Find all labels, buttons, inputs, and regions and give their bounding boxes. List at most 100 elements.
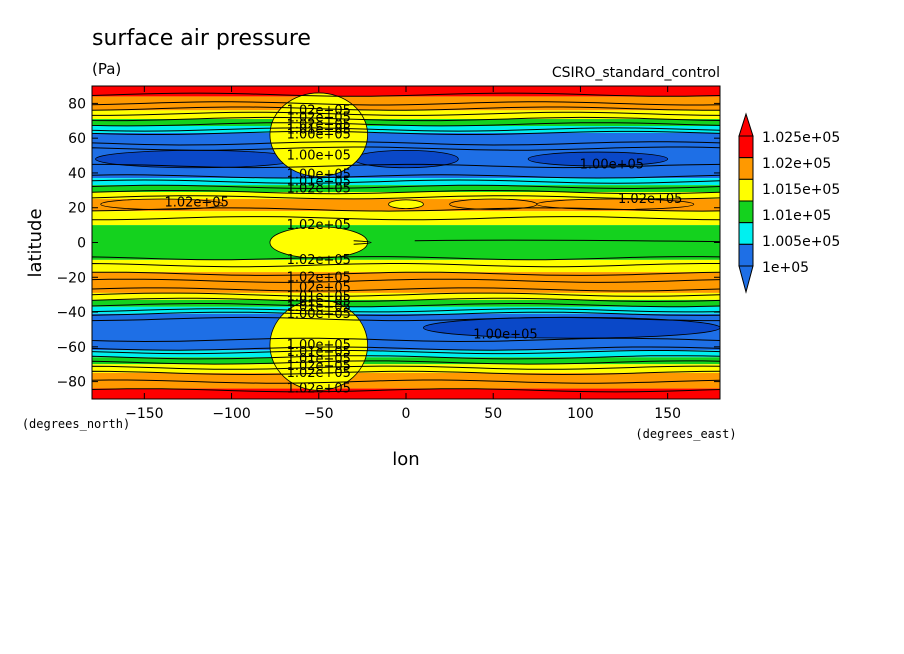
contour-line-26 xyxy=(92,308,720,313)
contour-region-11 xyxy=(388,199,424,209)
contour-label-8: 1.01e+05 xyxy=(287,175,351,190)
y-tick-label-4: 0 xyxy=(77,236,86,252)
y-tick-label-2: −40 xyxy=(56,305,86,321)
contour-band-4 xyxy=(92,125,720,133)
contour-line-0 xyxy=(92,92,720,97)
contour-line-10 xyxy=(92,163,720,169)
contour-label-24: 1.02e+05 xyxy=(287,359,351,374)
y-tick-label-8: 80 xyxy=(68,96,86,112)
colorbar-label-2: 1.015e+05 xyxy=(762,182,840,198)
colorbar-swatch-4 xyxy=(738,222,754,245)
contour-line-15 xyxy=(92,195,720,200)
colorbar-swatch-1 xyxy=(738,157,754,180)
colorbar-label-3: 1.01e+05 xyxy=(762,208,831,224)
contour-line-34 xyxy=(92,365,720,370)
contour-label-17: 1.01e+05 xyxy=(287,295,351,310)
colorbar-swatch-5 xyxy=(738,243,754,267)
y-tick-label-6: 40 xyxy=(68,166,86,182)
contour-line-20 xyxy=(92,271,720,276)
units-label: (Pa) xyxy=(92,60,121,78)
contour-label-4: 1.00e+05 xyxy=(287,128,351,143)
contour-band-14 xyxy=(92,292,720,300)
y-tick-label-0: −80 xyxy=(56,375,86,391)
y-axis-units: (degrees_north) xyxy=(22,417,130,431)
colorbar-under-arrow xyxy=(738,265,754,294)
contour-line-11 xyxy=(92,174,720,179)
colorbar-swatch-0 xyxy=(738,135,754,159)
contour-label-26: 1.02e+05 xyxy=(287,382,351,397)
contour-line-22 xyxy=(92,287,720,292)
contour-label-10: 1.02e+05 xyxy=(164,196,228,211)
contour-line-33 xyxy=(92,360,720,365)
contour-line-1 xyxy=(92,101,720,106)
contour-line-layer xyxy=(92,92,720,393)
contour-line-8 xyxy=(92,141,720,146)
contour-line-2 xyxy=(92,106,720,111)
colorbar: 1.025e+05 1.02e+05 1.015e+05 1.01e+05 1.005e… xyxy=(738,112,840,294)
y-tick-label-7: 60 xyxy=(68,131,86,147)
x-tick-label-1: −100 xyxy=(212,406,250,422)
colorbar-label-5: 1e+05 xyxy=(762,260,809,276)
plot-area: 1.02e+051.02e+051.02e+051.01e+051.00e+05… xyxy=(91,85,721,400)
contour-line-28 xyxy=(92,316,720,322)
contour-region-2 xyxy=(527,151,669,167)
contour-line-12 xyxy=(92,179,720,184)
contour-band-10 xyxy=(92,211,720,226)
y-tick-label-5: 20 xyxy=(68,201,86,217)
contour-label-20: 1.00e+05 xyxy=(473,328,537,343)
y-tick-label-1: −60 xyxy=(56,340,86,356)
contour-line-21 xyxy=(92,278,720,283)
contour-line-35 xyxy=(92,370,720,376)
contour-label-15: 1.02e+05 xyxy=(287,281,351,296)
contour-band-12 xyxy=(92,259,720,273)
contour-band-18 xyxy=(92,350,720,358)
source-label: CSIRO_standard_control xyxy=(552,65,720,81)
contour-line-37 xyxy=(92,388,720,393)
contour-label-1: 1.02e+05 xyxy=(287,110,351,125)
colorbar-swatch-2 xyxy=(738,178,754,202)
contour-label-14: 1.02e+05 xyxy=(287,270,351,285)
contour-label-layer: 1.02e+051.02e+051.02e+051.01e+051.00e+05… xyxy=(164,103,682,396)
x-axis-units: (degrees_east) xyxy=(635,427,736,441)
chart-title: surface air pressure xyxy=(92,26,311,51)
contour-line-14 xyxy=(92,190,720,195)
contour-band-16 xyxy=(92,306,720,314)
contour-label-23: 1.01e+05 xyxy=(287,352,351,367)
contour-line-27 xyxy=(92,311,720,316)
colorbar-label-1: 1.02e+05 xyxy=(762,156,831,172)
x-tick-label-2: −50 xyxy=(304,406,334,422)
contour-line-32 xyxy=(92,355,720,360)
contour-line-equator xyxy=(353,239,720,245)
contour-label-0: 1.02e+05 xyxy=(287,103,351,118)
contour-label-11: 1.02e+05 xyxy=(618,192,682,207)
contour-band-3 xyxy=(92,119,720,126)
contour-label-21: 1.00e+05 xyxy=(287,338,351,353)
contour-line-25 xyxy=(92,303,720,308)
contour-band-13 xyxy=(92,272,720,293)
y-axis-ticks: −80 −60 −40 −20 0 20 40 60 80 xyxy=(56,96,720,391)
contour-band-20 xyxy=(92,364,720,373)
x-axis-ticks: −150 −100 −50 0 50 100 150 xyxy=(125,86,681,422)
contour-line-6 xyxy=(92,127,720,132)
contour-line-19 xyxy=(92,262,720,268)
contour-line-18 xyxy=(92,256,720,261)
x-axis-label: lon xyxy=(392,449,419,470)
contour-label-25: 1.02e+05 xyxy=(287,366,351,381)
contour-line-23 xyxy=(92,292,720,297)
contour-label-16: 1.01e+05 xyxy=(287,289,351,304)
contour-line-13 xyxy=(92,184,720,190)
contour-line-7 xyxy=(92,130,720,135)
y-tick-label-3: −20 xyxy=(56,270,86,286)
contour-band-2 xyxy=(92,110,720,120)
contour-line-24 xyxy=(92,297,720,303)
contour-line-29 xyxy=(92,337,720,343)
contour-band-7 xyxy=(92,185,720,193)
contour-line-31 xyxy=(92,350,720,355)
colorbar-swatch-3 xyxy=(738,200,754,224)
contour-band-6 xyxy=(92,178,720,186)
contour-label-7: 1.00e+05 xyxy=(287,168,351,183)
contour-label-19: 1.00e+05 xyxy=(287,307,351,322)
contour-label-6: 1.00e+05 xyxy=(580,157,644,172)
contour-label-2: 1.02e+05 xyxy=(287,117,351,132)
